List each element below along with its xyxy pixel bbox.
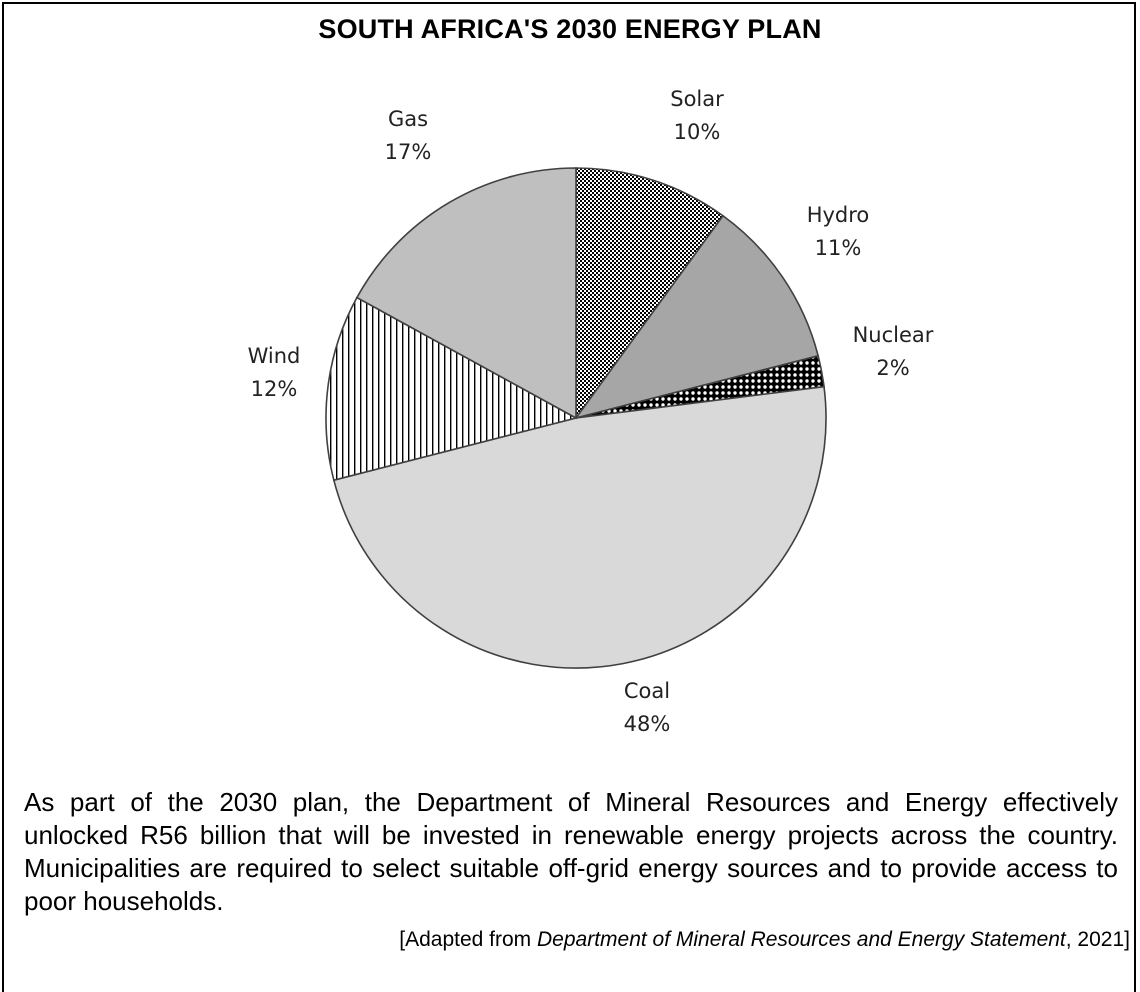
- slice-label-gas: Gas: [388, 107, 428, 131]
- slice-value-nuclear: 2%: [876, 356, 909, 380]
- slice-label-coal: Coal: [624, 679, 670, 703]
- slice-label-nuclear: Nuclear: [853, 323, 934, 347]
- pie-slice-solar: [575, 167, 725, 421]
- pie-slice-hydro: [574, 214, 820, 420]
- chart-title: SOUTH AFRICA'S 2030 ENERGY PLAN: [318, 14, 822, 44]
- source-title: Department of Mineral Resources and Ener…: [537, 928, 1066, 951]
- description-paragraph: As part of the 2030 plan, the Department…: [24, 787, 1118, 916]
- source-prefix: [Adapted from: [399, 928, 537, 951]
- slice-value-wind: 12%: [251, 377, 298, 401]
- source-citation: [Adapted from Department of Mineral Reso…: [399, 928, 1130, 952]
- pie-slice-coal: [332, 385, 827, 669]
- slice-label-wind: Wind: [248, 344, 301, 368]
- slice-value-hydro: 11%: [815, 236, 862, 260]
- source-suffix: , 2021]: [1065, 928, 1130, 951]
- slice-value-solar: 10%: [674, 120, 721, 144]
- slice-label-hydro: Hydro: [807, 203, 870, 227]
- pie-chart: Solar 10% Hydro 11% Nuclear 2% Coal 48% Wind 12% G…: [248, 87, 934, 736]
- slice-value-coal: 48%: [624, 712, 671, 736]
- slice-value-gas: 17%: [385, 140, 432, 164]
- slice-label-solar: Solar: [670, 87, 724, 111]
- pie-slice-wind: [325, 296, 579, 482]
- pie-slice-gas: [355, 167, 577, 420]
